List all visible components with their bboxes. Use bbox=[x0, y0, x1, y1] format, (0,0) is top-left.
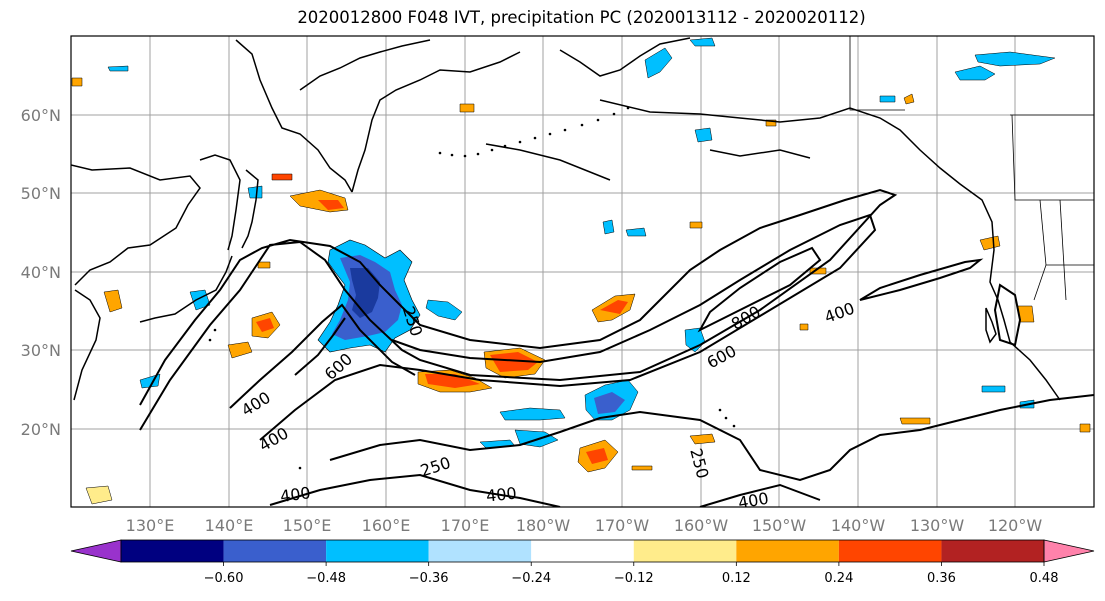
lat-label: 30°N bbox=[21, 341, 61, 360]
colorbar: −0.60 −0.48 −0.36 −0.24 −0.12 0.12 0.24 0.36 0.4… bbox=[70, 539, 1095, 586]
lon-label: 170°E bbox=[441, 516, 490, 535]
colorbar-extend-high bbox=[1043, 539, 1095, 563]
lon-label: 170°W bbox=[595, 516, 650, 535]
latitude-labels: 60°N 50°N 40°N 30°N 20°N bbox=[21, 106, 61, 439]
colorbar-tick-label: −0.36 bbox=[409, 571, 449, 586]
colorbar-segment bbox=[531, 540, 634, 562]
colorbar-tick-label: −0.12 bbox=[614, 571, 654, 586]
colorbar-tick-label: 0.36 bbox=[927, 571, 956, 586]
borders bbox=[849, 36, 1094, 301]
lon-label: 150°W bbox=[752, 516, 807, 535]
lon-label: 140°E bbox=[205, 516, 254, 535]
colorbar-tick-label: 0.12 bbox=[722, 571, 751, 586]
islands bbox=[208, 106, 736, 470]
lon-label: 160°W bbox=[674, 516, 729, 535]
coastlines bbox=[71, 37, 1061, 401]
colorbar-outline bbox=[120, 539, 1045, 563]
colorbar-segment bbox=[121, 540, 224, 562]
lat-label: 50°N bbox=[21, 184, 61, 203]
lat-label: 40°N bbox=[21, 263, 61, 282]
colorbar-tick-label: 0.24 bbox=[824, 571, 853, 586]
contour-label: 400 bbox=[485, 484, 517, 506]
lon-label: 180°W bbox=[516, 516, 571, 535]
colorbar-extend-low bbox=[70, 539, 122, 563]
colorbar-tick-label: −0.60 bbox=[204, 571, 244, 586]
colorbar-segment bbox=[736, 540, 839, 562]
contour-label: 400 bbox=[737, 489, 770, 513]
lon-label: 130°E bbox=[126, 516, 175, 535]
map-title: 2020012800 F048 IVT, precipitation PC (2… bbox=[297, 8, 866, 27]
colorbar-tick-label: −0.48 bbox=[306, 571, 346, 586]
colorbar-segment bbox=[838, 540, 942, 562]
positive-pc-shading bbox=[71, 77, 1091, 505]
ivt-contours bbox=[139, 188, 1094, 507]
lon-label: 150°E bbox=[283, 516, 332, 535]
gridlines bbox=[71, 36, 1094, 507]
lon-label: 120°W bbox=[988, 516, 1043, 535]
lat-label: 60°N bbox=[21, 106, 61, 125]
colorbar-tick-label: 0.48 bbox=[1030, 571, 1059, 586]
contour-label: 400 bbox=[279, 483, 312, 506]
lon-label: 130°W bbox=[910, 516, 965, 535]
lon-label: 160°E bbox=[362, 516, 411, 535]
colorbar-segment bbox=[633, 540, 737, 562]
lon-label: 140°W bbox=[831, 516, 886, 535]
lat-label: 20°N bbox=[21, 420, 61, 439]
colorbar-tick-label: −0.24 bbox=[511, 571, 551, 586]
colorbar-segment bbox=[223, 540, 327, 562]
colorbar-segment bbox=[326, 540, 429, 562]
map-frame bbox=[70, 35, 1095, 508]
colorbar-segment bbox=[941, 540, 1044, 562]
longitude-labels: 130°E 140°E 150°E 160°E 170°E 180°W 170°… bbox=[126, 516, 1043, 535]
colorbar-segment bbox=[428, 540, 532, 562]
